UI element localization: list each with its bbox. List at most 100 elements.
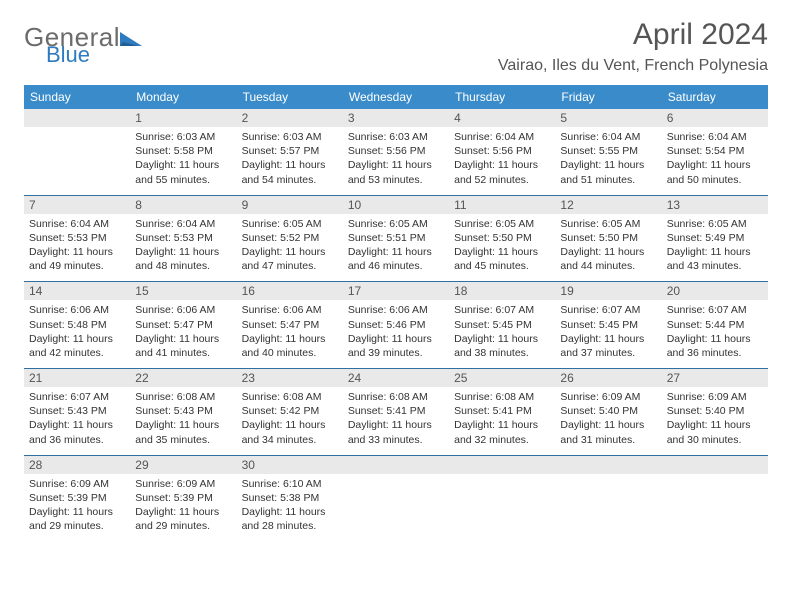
day-number: 18 [449, 282, 555, 300]
sunrise-line: Sunrise: 6:05 AM [667, 217, 763, 231]
sunrise-line: Sunrise: 6:06 AM [348, 303, 444, 317]
day-number: 4 [449, 109, 555, 127]
daylight-line: Daylight: 11 hours and 47 minutes. [242, 245, 338, 273]
page-title: April 2024 [498, 18, 768, 51]
weekday-header: Monday [130, 85, 236, 109]
day-number [449, 456, 555, 474]
sunset-line: Sunset: 5:40 PM [667, 404, 763, 418]
calendar-week-row: 1Sunrise: 6:03 AMSunset: 5:58 PMDaylight… [24, 109, 768, 195]
daylight-line: Daylight: 11 hours and 46 minutes. [348, 245, 444, 273]
calendar-cell: 18Sunrise: 6:07 AMSunset: 5:45 PMDayligh… [449, 282, 555, 369]
day-number [662, 456, 768, 474]
calendar-cell: 10Sunrise: 6:05 AMSunset: 5:51 PMDayligh… [343, 195, 449, 282]
sunrise-line: Sunrise: 6:07 AM [560, 303, 656, 317]
daylight-line: Daylight: 11 hours and 43 minutes. [667, 245, 763, 273]
sunset-line: Sunset: 5:40 PM [560, 404, 656, 418]
sunset-line: Sunset: 5:41 PM [454, 404, 550, 418]
daylight-line: Daylight: 11 hours and 39 minutes. [348, 332, 444, 360]
cell-body: Sunrise: 6:07 AMSunset: 5:45 PMDaylight:… [555, 300, 661, 368]
sunrise-line: Sunrise: 6:05 AM [454, 217, 550, 231]
calendar-week-row: 28Sunrise: 6:09 AMSunset: 5:39 PMDayligh… [24, 455, 768, 541]
sunset-line: Sunset: 5:53 PM [29, 231, 125, 245]
cell-body: Sunrise: 6:06 AMSunset: 5:46 PMDaylight:… [343, 300, 449, 368]
calendar-cell: 16Sunrise: 6:06 AMSunset: 5:47 PMDayligh… [237, 282, 343, 369]
sunrise-line: Sunrise: 6:06 AM [29, 303, 125, 317]
calendar-cell: 1Sunrise: 6:03 AMSunset: 5:58 PMDaylight… [130, 109, 236, 195]
sunrise-line: Sunrise: 6:09 AM [560, 390, 656, 404]
sunset-line: Sunset: 5:57 PM [242, 144, 338, 158]
day-number: 23 [237, 369, 343, 387]
calendar-body: 1Sunrise: 6:03 AMSunset: 5:58 PMDaylight… [24, 109, 768, 541]
day-number: 2 [237, 109, 343, 127]
cell-body: Sunrise: 6:09 AMSunset: 5:40 PMDaylight:… [555, 387, 661, 455]
sunrise-line: Sunrise: 6:10 AM [242, 477, 338, 491]
sunset-line: Sunset: 5:54 PM [667, 144, 763, 158]
sunrise-line: Sunrise: 6:04 AM [135, 217, 231, 231]
daylight-line: Daylight: 11 hours and 29 minutes. [29, 505, 125, 533]
sunrise-line: Sunrise: 6:08 AM [454, 390, 550, 404]
daylight-line: Daylight: 11 hours and 48 minutes. [135, 245, 231, 273]
day-number: 26 [555, 369, 661, 387]
cell-body: Sunrise: 6:06 AMSunset: 5:47 PMDaylight:… [130, 300, 236, 368]
sunrise-line: Sunrise: 6:07 AM [454, 303, 550, 317]
daylight-line: Daylight: 11 hours and 37 minutes. [560, 332, 656, 360]
daylight-line: Daylight: 11 hours and 51 minutes. [560, 158, 656, 186]
sunset-line: Sunset: 5:44 PM [667, 318, 763, 332]
calendar-table: SundayMondayTuesdayWednesdayThursdayFrid… [24, 85, 768, 541]
sunrise-line: Sunrise: 6:04 AM [454, 130, 550, 144]
day-number: 3 [343, 109, 449, 127]
day-number: 9 [237, 196, 343, 214]
sunrise-line: Sunrise: 6:08 AM [135, 390, 231, 404]
cell-body: Sunrise: 6:06 AMSunset: 5:47 PMDaylight:… [237, 300, 343, 368]
calendar-cell: 21Sunrise: 6:07 AMSunset: 5:43 PMDayligh… [24, 369, 130, 456]
daylight-line: Daylight: 11 hours and 54 minutes. [242, 158, 338, 186]
sunset-line: Sunset: 5:47 PM [135, 318, 231, 332]
sunset-line: Sunset: 5:43 PM [29, 404, 125, 418]
weekday-header: Wednesday [343, 85, 449, 109]
sunset-line: Sunset: 5:39 PM [29, 491, 125, 505]
brand-text: General Blue [24, 24, 142, 66]
cell-body: Sunrise: 6:08 AMSunset: 5:41 PMDaylight:… [449, 387, 555, 455]
daylight-line: Daylight: 11 hours and 52 minutes. [454, 158, 550, 186]
cell-body: Sunrise: 6:07 AMSunset: 5:43 PMDaylight:… [24, 387, 130, 455]
calendar-cell: 8Sunrise: 6:04 AMSunset: 5:53 PMDaylight… [130, 195, 236, 282]
calendar-cell: 12Sunrise: 6:05 AMSunset: 5:50 PMDayligh… [555, 195, 661, 282]
sunset-line: Sunset: 5:45 PM [454, 318, 550, 332]
cell-body: Sunrise: 6:05 AMSunset: 5:51 PMDaylight:… [343, 214, 449, 282]
day-number: 24 [343, 369, 449, 387]
day-number: 6 [662, 109, 768, 127]
sunrise-line: Sunrise: 6:03 AM [348, 130, 444, 144]
cell-body: Sunrise: 6:08 AMSunset: 5:42 PMDaylight:… [237, 387, 343, 455]
calendar-page: General Blue April 2024 Vairao, Iles du … [0, 0, 792, 541]
cell-body: Sunrise: 6:08 AMSunset: 5:41 PMDaylight:… [343, 387, 449, 455]
calendar-cell: 7Sunrise: 6:04 AMSunset: 5:53 PMDaylight… [24, 195, 130, 282]
sunset-line: Sunset: 5:42 PM [242, 404, 338, 418]
daylight-line: Daylight: 11 hours and 34 minutes. [242, 418, 338, 446]
sunset-line: Sunset: 5:49 PM [667, 231, 763, 245]
header-row: General Blue April 2024 Vairao, Iles du … [24, 18, 768, 75]
sunset-line: Sunset: 5:43 PM [135, 404, 231, 418]
day-number: 13 [662, 196, 768, 214]
sunrise-line: Sunrise: 6:05 AM [560, 217, 656, 231]
sunrise-line: Sunrise: 6:04 AM [560, 130, 656, 144]
day-number: 22 [130, 369, 236, 387]
sunrise-line: Sunrise: 6:06 AM [242, 303, 338, 317]
cell-body: Sunrise: 6:07 AMSunset: 5:45 PMDaylight:… [449, 300, 555, 368]
calendar-cell [662, 455, 768, 541]
calendar-cell: 17Sunrise: 6:06 AMSunset: 5:46 PMDayligh… [343, 282, 449, 369]
calendar-cell: 28Sunrise: 6:09 AMSunset: 5:39 PMDayligh… [24, 455, 130, 541]
day-number: 5 [555, 109, 661, 127]
day-number: 16 [237, 282, 343, 300]
daylight-line: Daylight: 11 hours and 36 minutes. [667, 332, 763, 360]
sunset-line: Sunset: 5:48 PM [29, 318, 125, 332]
calendar-cell [24, 109, 130, 195]
daylight-line: Daylight: 11 hours and 42 minutes. [29, 332, 125, 360]
sunrise-line: Sunrise: 6:06 AM [135, 303, 231, 317]
cell-body: Sunrise: 6:03 AMSunset: 5:57 PMDaylight:… [237, 127, 343, 195]
sunrise-line: Sunrise: 6:09 AM [667, 390, 763, 404]
cell-body: Sunrise: 6:10 AMSunset: 5:38 PMDaylight:… [237, 474, 343, 542]
day-number: 10 [343, 196, 449, 214]
title-block: April 2024 Vairao, Iles du Vent, French … [498, 18, 768, 75]
sunrise-line: Sunrise: 6:03 AM [242, 130, 338, 144]
calendar-cell [343, 455, 449, 541]
